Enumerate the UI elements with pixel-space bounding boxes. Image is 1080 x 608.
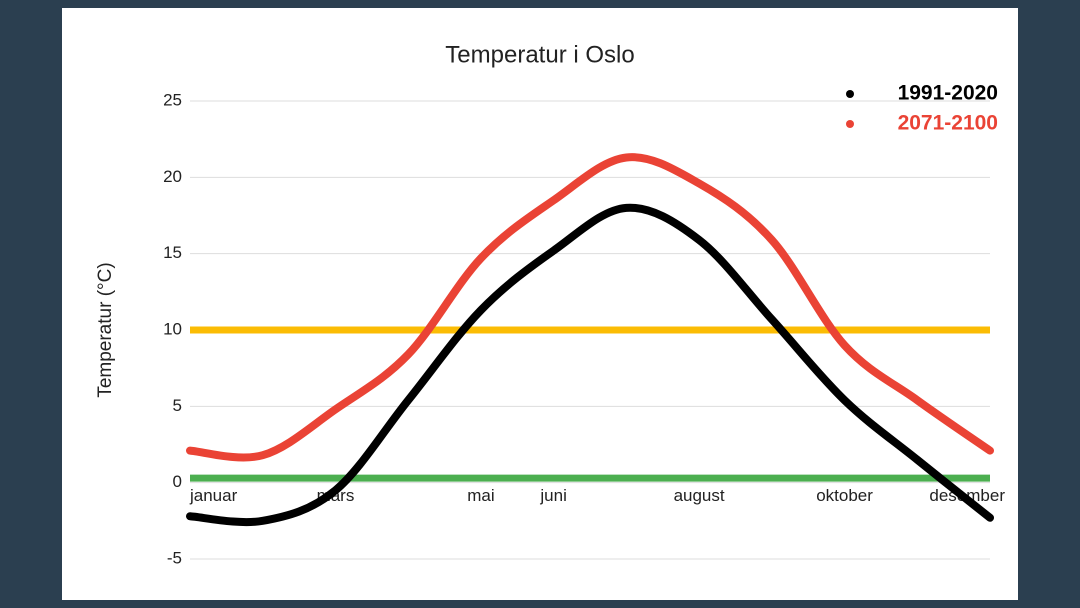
y-tick-label: 10 — [163, 319, 182, 338]
y-tick-label: 15 — [163, 243, 182, 262]
legend-marker — [846, 120, 854, 128]
y-tick-label: 5 — [173, 396, 182, 415]
y-axis-label: Temperatur (°C) — [95, 262, 116, 397]
series-line — [186, 153, 994, 462]
y-tick-label: -5 — [167, 548, 182, 567]
legend-label: 2071-2100 — [898, 112, 998, 135]
chart-title: Temperatur i Oslo — [445, 41, 634, 68]
x-tick-label: august — [674, 486, 725, 505]
legend-marker — [846, 90, 854, 98]
y-tick-label: 20 — [163, 167, 182, 186]
x-tick-label: januar — [189, 486, 238, 505]
legend-label: 1991-2020 — [898, 82, 998, 105]
x-tick-label: juni — [539, 486, 566, 505]
x-tick-label: mai — [467, 486, 494, 505]
y-tick-label: 0 — [173, 472, 182, 491]
series-line — [186, 203, 994, 527]
x-tick-label: oktober — [816, 486, 873, 505]
y-tick-label: 25 — [163, 90, 182, 109]
chart-panel — [62, 8, 1018, 600]
